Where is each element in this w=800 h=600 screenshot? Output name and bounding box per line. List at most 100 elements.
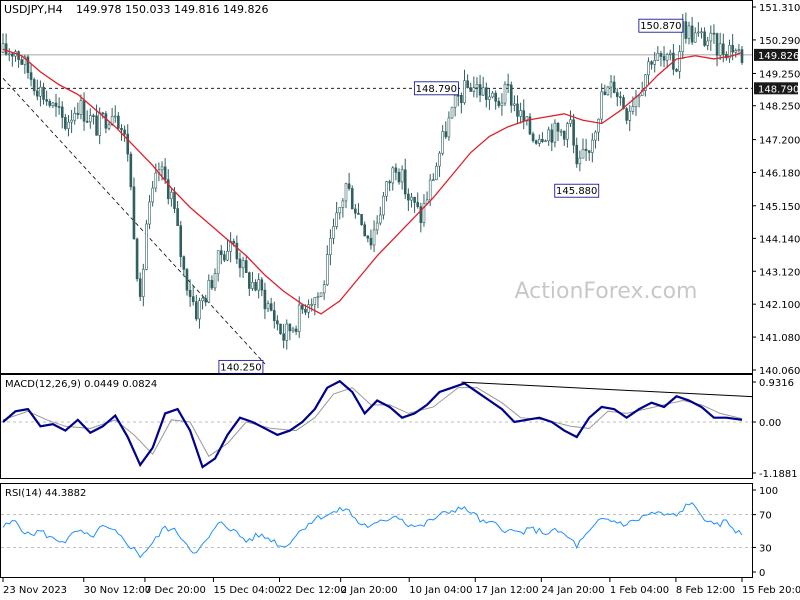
candle-body (728, 44, 731, 59)
candle-body (163, 166, 167, 180)
candle (728, 39, 731, 63)
annotation-box (218, 359, 264, 374)
candle (89, 108, 92, 129)
candle-body (687, 25, 691, 39)
candle-body (294, 328, 298, 332)
candle-body (447, 117, 451, 138)
candle (594, 130, 597, 149)
candle (675, 68, 678, 73)
candle-body (366, 235, 370, 239)
candle (528, 113, 532, 136)
candle-body (662, 56, 666, 61)
candle (79, 94, 83, 120)
candle (700, 27, 703, 39)
candle (166, 169, 170, 205)
candle-body (219, 250, 223, 255)
candle-body (248, 272, 251, 289)
candle (400, 165, 404, 190)
candle (369, 229, 373, 250)
candle-body (76, 112, 80, 115)
candle-body (23, 56, 27, 65)
candle (615, 88, 619, 107)
candle-body (341, 200, 345, 208)
candle (294, 325, 298, 335)
candle-body (625, 108, 628, 121)
candle-body (559, 130, 563, 133)
candle (92, 113, 95, 125)
candle-body (697, 31, 700, 34)
candle-body (562, 130, 566, 140)
candle-body (481, 87, 485, 96)
x-tick-label: 2 Jan 20:00 (341, 585, 398, 596)
candle (575, 137, 579, 168)
candle-body (422, 203, 426, 223)
rsi-tick-label: 70 (759, 511, 772, 522)
candle (64, 113, 67, 131)
annotation-label: 145.880 (556, 186, 597, 197)
candle-body (656, 53, 660, 61)
candle-body (606, 86, 610, 96)
price-tick-label: 144.140 (759, 234, 800, 245)
candle-body (382, 195, 385, 216)
candle (170, 188, 173, 207)
candle (597, 118, 600, 142)
candle-body (297, 304, 301, 332)
candle-body (269, 303, 273, 311)
candle-body (101, 112, 105, 115)
candle (734, 48, 738, 58)
rsi-panel-frame (0, 483, 753, 578)
candle-body (310, 304, 313, 306)
candle (235, 235, 239, 264)
candle-body (241, 260, 245, 269)
candle-body (266, 303, 270, 310)
macd-tick-label: 0.9316 (759, 378, 794, 389)
candle-body (17, 51, 20, 60)
candle-body (226, 251, 229, 261)
candle (138, 272, 142, 301)
candle (244, 256, 248, 274)
candle-body (718, 43, 722, 56)
candle-body (263, 289, 267, 310)
candle (313, 296, 317, 316)
candle-body (466, 80, 469, 88)
candle (263, 282, 267, 320)
candle (556, 122, 560, 142)
candle-body (151, 187, 154, 203)
candle (644, 74, 647, 97)
candle-body (494, 92, 497, 102)
candle-body (251, 282, 254, 289)
candle-body (500, 102, 504, 106)
candle-body (95, 115, 98, 136)
candle (201, 294, 204, 310)
candle-body (347, 183, 351, 189)
annotation-box (554, 183, 600, 198)
candle (238, 252, 242, 278)
candle-body (89, 115, 92, 123)
candle-body (288, 323, 292, 332)
candle (198, 297, 201, 329)
candle-body (39, 86, 42, 97)
candle (534, 139, 538, 145)
candle (509, 81, 513, 113)
x-tick-label: 1 Feb 04:00 (610, 585, 669, 596)
candle (403, 158, 407, 200)
candle (466, 74, 469, 89)
candle-body (338, 207, 342, 214)
candle-body (737, 49, 741, 51)
candle-body (612, 81, 616, 93)
candle (39, 80, 42, 107)
candle-body (29, 72, 33, 80)
candle-body (597, 118, 600, 133)
candle-body (145, 223, 148, 270)
candle-body (400, 169, 404, 183)
candle (354, 203, 357, 219)
candle-body (472, 87, 476, 92)
candle (472, 76, 476, 98)
annotation-label: 140.250 (220, 362, 261, 373)
candle (260, 277, 264, 297)
candle-body (257, 279, 260, 291)
watermark-text: ActionForex.com (515, 279, 698, 304)
rsi-layer: 100 70 30 0 (1, 486, 778, 579)
candle (740, 46, 744, 65)
